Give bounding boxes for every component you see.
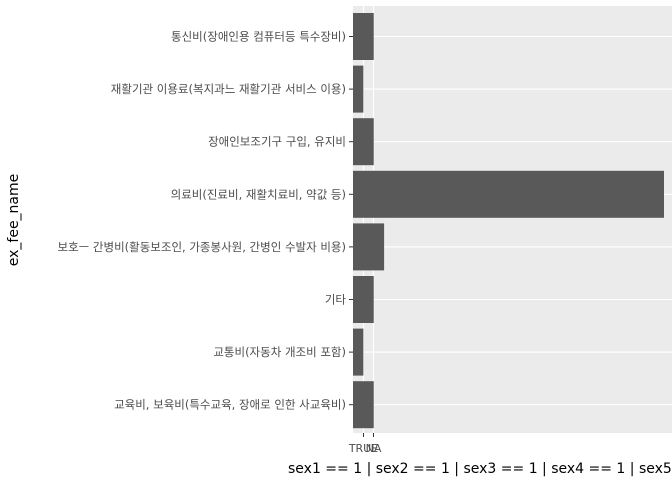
category-label: 통신비(장애인용 컴퓨터등 특수장비) xyxy=(171,30,346,44)
bar xyxy=(353,276,374,323)
plot-panel xyxy=(353,6,672,433)
x-tick-label: TRUE xyxy=(348,442,378,455)
bars xyxy=(353,13,664,429)
category-label: 장애인보조기구 구입, 유지비 xyxy=(208,135,346,149)
grid-lines xyxy=(353,6,672,433)
bar xyxy=(353,328,364,376)
bar xyxy=(353,118,374,166)
bar xyxy=(353,13,374,60)
x-tick-label: NA xyxy=(366,442,382,455)
bar xyxy=(353,170,664,218)
bar xyxy=(353,381,374,429)
category-label: 기타 xyxy=(325,293,347,307)
x-axis-title: sex1 == 1 | sex2 == 1 | sex3 == 1 | sex4… xyxy=(288,461,672,477)
y-axis-title: ex_fee_name xyxy=(6,174,22,267)
category-label: 의료비(진료비, 재활치료비, 약값 등) xyxy=(171,187,346,201)
category-label: 교육비, 보육비(특수교육, 장애로 인한 사교육비) xyxy=(114,398,346,412)
axis-ticks xyxy=(349,36,374,437)
bar xyxy=(353,223,385,271)
bar xyxy=(353,65,364,113)
category-label: 교통비(자동차 개조비 포함) xyxy=(213,345,346,359)
category-label: 보호ㅡ 간병비(활동보조인, 가종봉사원, 간병인 수발자 비용) xyxy=(58,240,346,254)
category-labels: 통신비(장애인용 컴퓨터등 특수장비) 재활기관 이용료(복지과느 재활기관 서비… xyxy=(58,30,347,412)
category-label: 재활기관 이용료(복지과느 재활기관 서비스 이용) xyxy=(111,82,346,96)
